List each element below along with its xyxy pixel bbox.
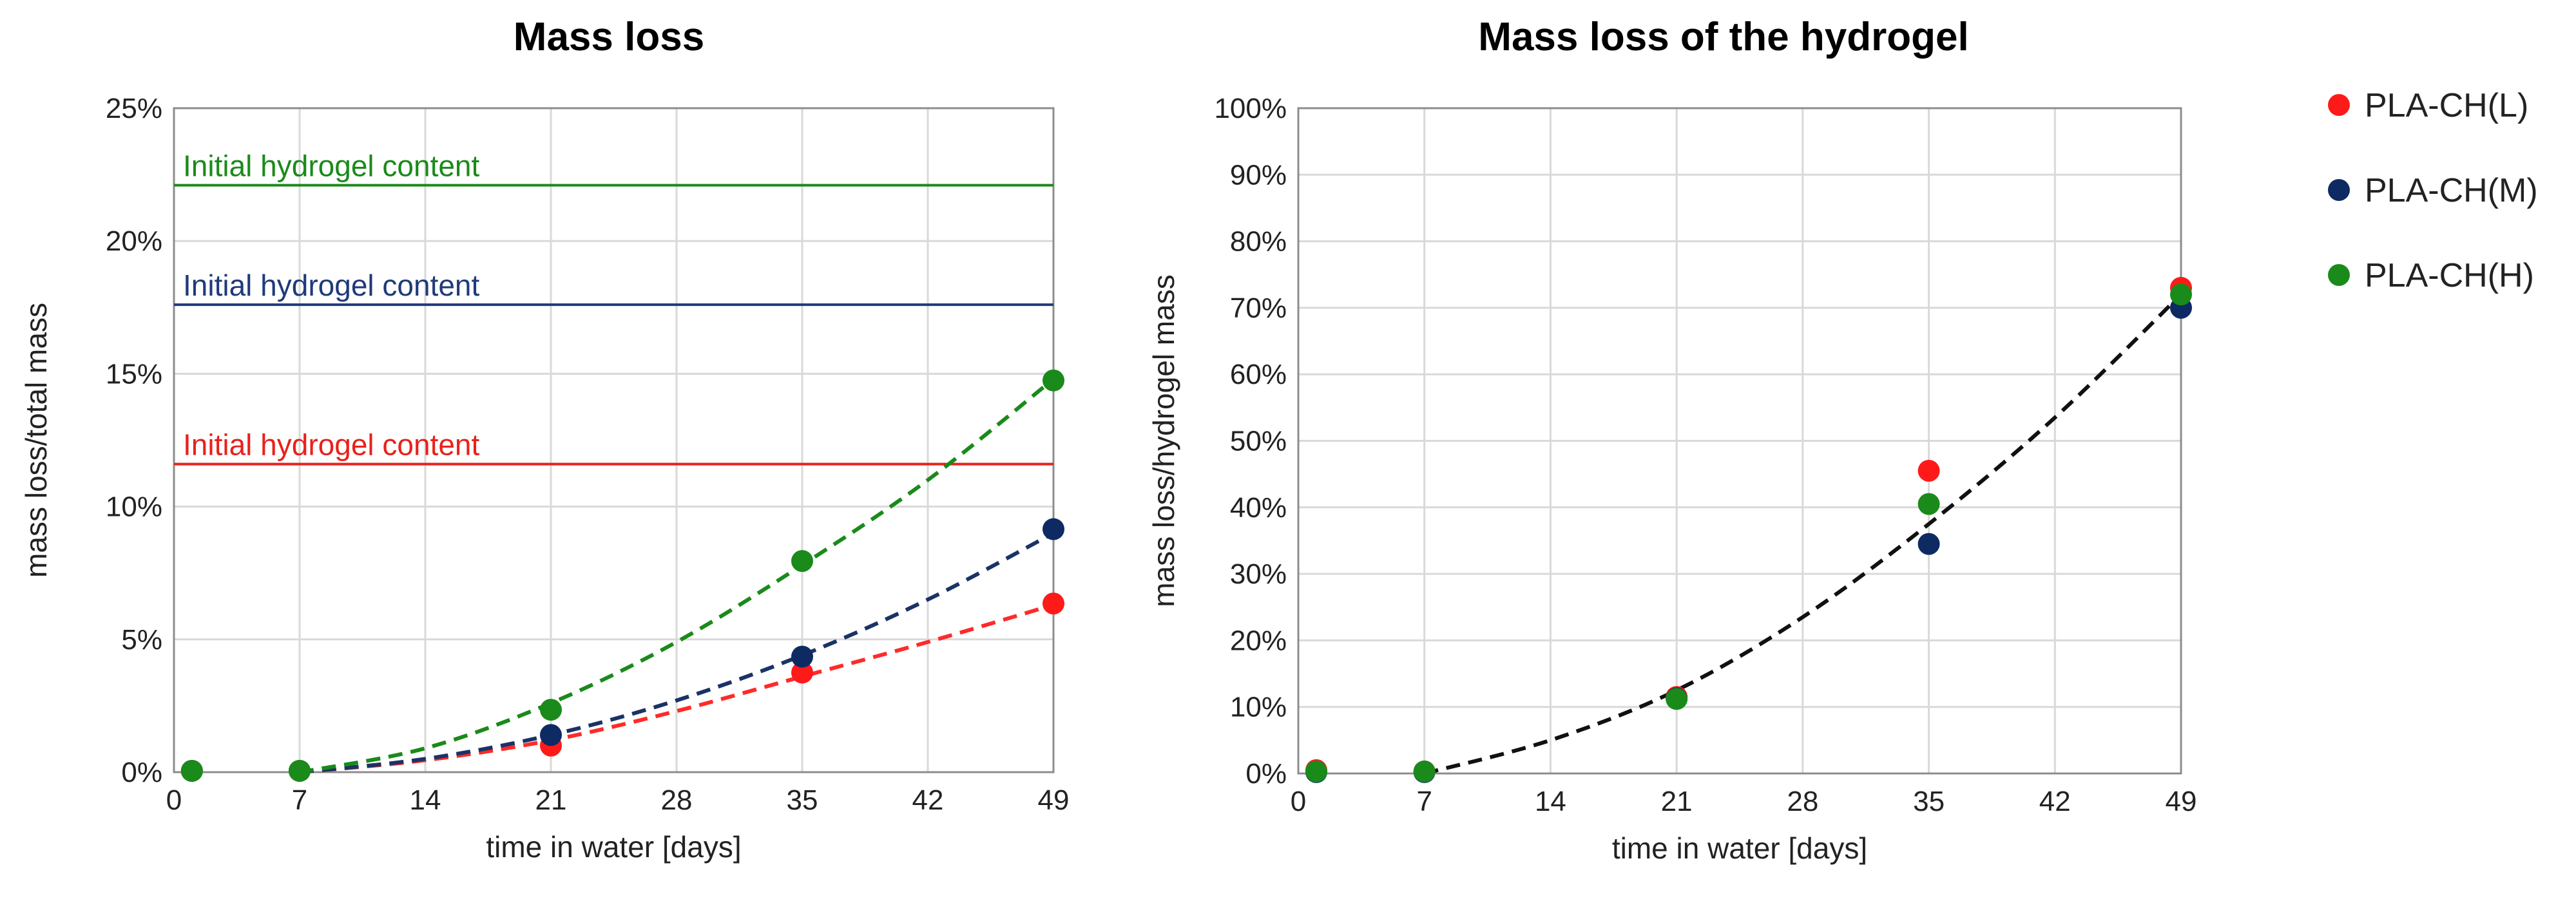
x-tick-label: 35 [787, 784, 818, 816]
y-tick-label: 90% [1230, 159, 1287, 191]
x-tick-label: 28 [1787, 786, 1818, 817]
x-tick-label: 35 [1913, 786, 1945, 817]
data-point [1413, 760, 1436, 782]
hydrogel-mass-loss-chart: Mass loss of the hydrogel 0 7 14 21 28 35 42 49 0… [1147, 15, 2196, 865]
y-tick-label: 10% [1230, 692, 1287, 723]
reference-line-label: Initial hydrogel content [183, 149, 480, 183]
x-axis-label: time in water [days] [486, 830, 741, 864]
data-point [791, 550, 813, 573]
legend: PLA-CH(L) PLA-CH(M) PLA-CH(H) [2328, 87, 2538, 294]
data-point [1043, 592, 1064, 615]
x-axis-label: time in water [days] [1612, 831, 1867, 865]
chart-title: Mass loss of the hydrogel [1478, 15, 1968, 59]
data-point [1918, 493, 1940, 515]
y-tick-label: 50% [1230, 426, 1287, 457]
data-point [791, 661, 813, 684]
y-axis-label: mass loss/total mass [19, 303, 53, 578]
data-point [540, 724, 562, 746]
data-point [540, 699, 562, 721]
x-tick-label: 42 [2039, 786, 2071, 817]
y-tick-label: 25% [106, 93, 162, 124]
data-point [1043, 518, 1064, 540]
y-axis-label: mass loss/hydrogel mass [1147, 274, 1180, 607]
x-tick-label: 28 [661, 784, 693, 816]
trendline [1423, 293, 2183, 775]
x-tick-label: 49 [2166, 786, 2197, 817]
data-point [1918, 459, 1940, 482]
x-tick-label: 14 [410, 784, 441, 816]
y-tick-label: 0% [121, 757, 162, 788]
legend-label: PLA-CH(M) [2365, 172, 2538, 209]
y-tick-label: 0% [1245, 758, 1287, 790]
mass-loss-chart: Mass loss 0 7 14 21 28 35 42 49 0% 5% 10% 15% 20% 25% I… [19, 15, 1069, 864]
x-tick-label: 7 [292, 784, 307, 816]
x-tick-label: 0 [1291, 786, 1306, 817]
data-point [1918, 533, 1940, 555]
legend-marker [2328, 94, 2350, 116]
data-point [1666, 688, 1688, 710]
data-point [180, 759, 203, 782]
plot-frame [1297, 107, 2182, 775]
x-tick-label: 0 [166, 784, 182, 816]
data-point [1305, 760, 1327, 782]
x-tick-label: 21 [535, 784, 567, 816]
y-tick-label: 80% [1230, 226, 1287, 258]
trendline [299, 531, 1055, 774]
y-tick-label: 60% [1230, 359, 1287, 390]
legend-marker [2328, 179, 2350, 201]
y-tick-label: 15% [106, 358, 162, 390]
data-point [1043, 369, 1064, 392]
y-tick-label: 5% [121, 624, 162, 656]
x-tick-label: 14 [1535, 786, 1566, 817]
y-tick-label: 40% [1230, 492, 1287, 524]
x-tick-label: 21 [1661, 786, 1693, 817]
x-tick-label: 42 [912, 784, 944, 816]
y-tick-label: 100% [1214, 93, 1287, 124]
y-tick-label: 30% [1230, 558, 1287, 590]
legend-label: PLA-CH(L) [2365, 87, 2528, 124]
data-point [289, 759, 311, 782]
legend-marker [2328, 264, 2350, 286]
legend-label: PLA-CH(H) [2365, 257, 2534, 294]
y-tick-label: 10% [106, 491, 162, 523]
plot-frame [173, 107, 1055, 773]
reference-line-label: Initial hydrogel content [183, 269, 480, 302]
trendline [299, 377, 1055, 774]
y-tick-label: 70% [1230, 292, 1287, 324]
y-tick-label: 20% [1230, 625, 1287, 656]
x-tick-label: 49 [1038, 784, 1070, 816]
reference-line-label: Initial hydrogel content [183, 428, 480, 462]
data-point [791, 645, 813, 668]
x-tick-label: 7 [1416, 786, 1432, 817]
chart-title: Mass loss [514, 15, 704, 59]
data-point [2170, 283, 2192, 306]
y-tick-label: 20% [106, 225, 162, 257]
